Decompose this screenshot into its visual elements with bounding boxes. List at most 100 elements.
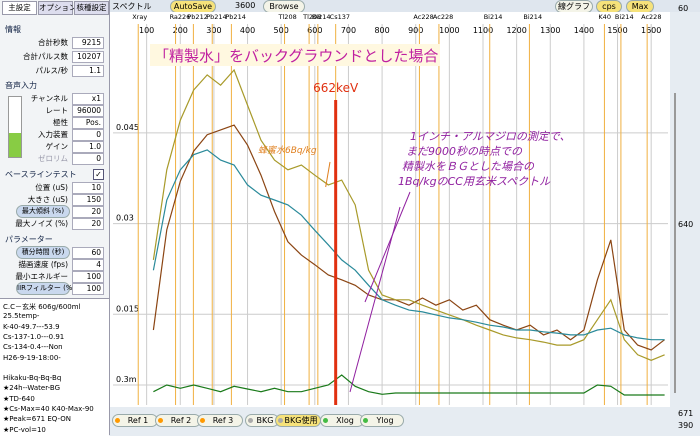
tab[interactable]: 核種設定: [74, 1, 109, 15]
tab[interactable]: 主設定: [2, 1, 37, 15]
field-label: チャンネル: [30, 94, 68, 103]
note: C.C－玄米 606g/600ml: [3, 303, 81, 311]
button[interactable]: Ref 1: [112, 414, 158, 427]
x-tick-label: 700: [341, 26, 356, 35]
peak-label: Ac228: [413, 13, 433, 21]
marker-label: 662keV: [313, 81, 359, 95]
field-value[interactable]: 100: [72, 283, 104, 295]
slider-label: 640: [678, 220, 694, 229]
x-tick-label: 1600: [641, 26, 661, 35]
field-value[interactable]: 9215: [72, 37, 104, 49]
field-value[interactable]: x1: [72, 93, 104, 105]
button[interactable]: IIRフィルター (%): [16, 282, 75, 295]
field-value[interactable]: 96000: [72, 105, 104, 117]
section-title: 情報: [5, 25, 21, 34]
x-tick-label: 1000: [439, 26, 459, 35]
note: Cs-134-0.4---Non: [3, 343, 63, 352]
x-tick-label: 1400: [574, 26, 594, 35]
field-value[interactable]: 100: [72, 271, 104, 283]
annotation: まだ9000秒の時点での: [406, 145, 523, 158]
field-label: 描画速度 (fps): [18, 260, 68, 269]
arrow: [364, 191, 411, 303]
y2-tick-label: 0.3m: [116, 375, 137, 384]
field-value[interactable]: 60: [72, 247, 104, 259]
x-tick-label: 600: [307, 26, 322, 35]
peak-label: Pb214: [206, 13, 226, 21]
field-label: パルス/秒: [35, 66, 68, 75]
x-tick-label: 900: [408, 26, 423, 35]
note: ★Peak=671 EQ-ON: [3, 415, 71, 424]
note: ★TD-640: [3, 394, 35, 403]
field-label: 合計パルス数: [23, 52, 68, 61]
field-value[interactable]: 10207: [72, 51, 104, 63]
annotation-box: [150, 44, 440, 66]
x-tick-label: 200: [173, 26, 188, 35]
button[interactable]: BKG使用: [275, 414, 321, 427]
field-value[interactable]: 4: [72, 259, 104, 271]
annotation: 「精製水」をバックグラウンドとした場合: [154, 47, 438, 65]
peak-label: Ac228: [641, 13, 661, 21]
slider[interactable]: 60 640 671 390: [670, 4, 700, 430]
level-meter: [8, 96, 22, 158]
button[interactable]: BKG: [245, 414, 279, 427]
field-value[interactable]: 1.0: [72, 141, 104, 153]
peak-label: Tl208: [278, 13, 297, 21]
checkbox[interactable]: ✓: [93, 169, 104, 180]
button[interactable]: 最大傾斜 (%): [16, 205, 70, 218]
x-tick-label: 300: [206, 26, 221, 35]
note: Hikaku-Bq-Bq-Bq: [3, 374, 62, 383]
button[interactable]: Ylog: [360, 414, 404, 427]
note: ★PC-vol=10: [3, 425, 46, 434]
field-label: 位置 (uS): [35, 183, 68, 192]
button[interactable]: Ref 2: [155, 414, 201, 427]
peak-label: Ra226: [170, 13, 191, 21]
peak-label: Bi214: [312, 13, 331, 21]
peak-label: Bi214: [615, 13, 634, 21]
slider-label: 60: [678, 4, 689, 13]
field-value[interactable]: Pos.: [72, 117, 104, 129]
note: 25.5temp-: [3, 312, 40, 321]
y-tick-label: 0.045: [116, 123, 139, 132]
note: ★24h--Water-BG: [3, 384, 61, 393]
field-label: ゼロリム: [38, 154, 68, 163]
field-value[interactable]: 10: [72, 182, 104, 194]
arrow: [349, 206, 401, 393]
peak-label: Xray: [132, 13, 147, 21]
field-label: 最大ノイズ (%): [15, 219, 68, 228]
x-tick-label: 400: [240, 26, 255, 35]
field-label: レート: [45, 106, 69, 115]
x-tick-label: 1100: [473, 26, 493, 35]
annotation: 精製水をＢＧとした場合の: [402, 160, 535, 173]
field-label: 入力装置: [38, 130, 68, 139]
peak-label: Bi214: [484, 13, 503, 21]
field-value[interactable]: 1.1: [72, 65, 104, 77]
toolbar: スペクトル AutoSave 3600 Browse 線グラフ cps Max: [110, 0, 700, 13]
field-value[interactable]: 0: [72, 129, 104, 141]
label: スペクトル: [112, 2, 152, 11]
annotation: 1Bq/kgのCC用玄米スペクトル: [398, 175, 551, 188]
series-line: [152, 124, 665, 351]
button[interactable]: Ref 3: [197, 414, 243, 427]
peak-label: Tl208: [302, 13, 321, 21]
note: H26-9-19-18:00-: [3, 353, 61, 362]
field-value[interactable]: 0: [72, 153, 104, 165]
button[interactable]: 積分時間 (秒): [16, 246, 70, 259]
slider-label: 390: [678, 421, 694, 430]
annotation: 1インチ・アルマジロの測定で、: [410, 130, 570, 143]
peak-label: Pb212: [187, 13, 207, 21]
y-tick-label: 0.03: [116, 214, 134, 223]
x-tick-label: 1500: [607, 26, 627, 35]
x-tick-label: 100: [139, 26, 154, 35]
field-label: ゲイン: [45, 142, 68, 151]
x-tick-label: 500: [274, 26, 289, 35]
button[interactable]: Xlog: [320, 414, 364, 427]
slider-label: 671: [678, 409, 694, 418]
note: Cs-137-1.0---0.91: [3, 332, 65, 341]
field-value[interactable]: 20: [72, 206, 104, 218]
interval: 3600: [235, 1, 256, 10]
field-label: 極性: [53, 118, 68, 127]
tab[interactable]: オプション: [38, 1, 77, 15]
field-value[interactable]: 150: [72, 194, 104, 206]
field-value[interactable]: 20: [72, 218, 104, 230]
